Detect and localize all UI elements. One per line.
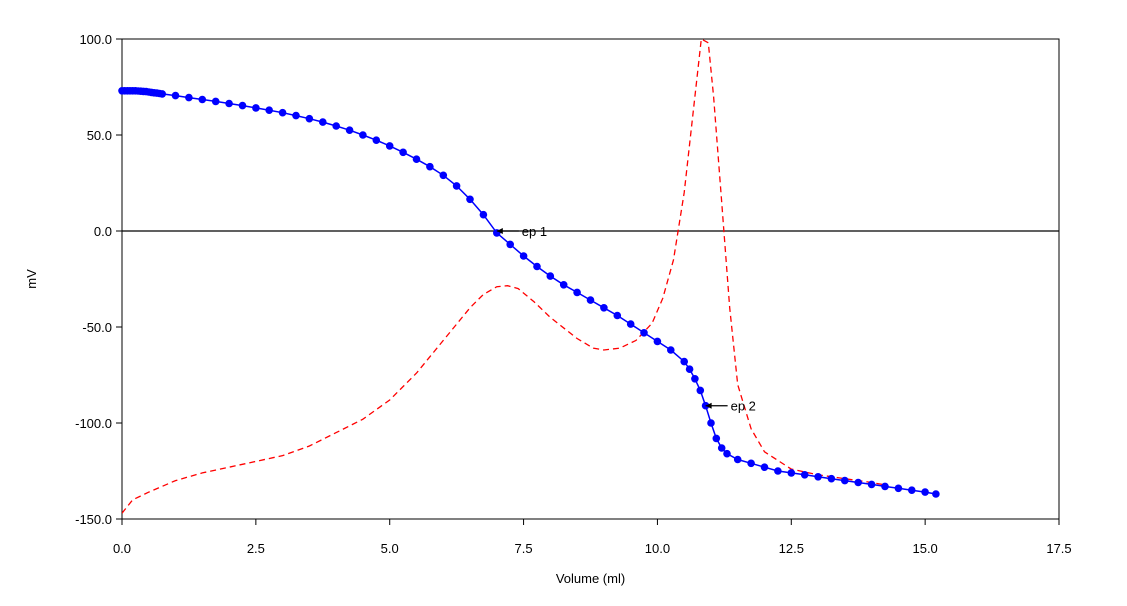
data-point <box>479 210 488 219</box>
data-point <box>733 455 742 464</box>
y-axis: 100.0 50.0 0.0 -50.0 -100.0 -150.0 <box>75 32 122 527</box>
data-point <box>546 272 555 280</box>
data-point <box>198 95 207 104</box>
data-point <box>573 288 581 297</box>
data-point <box>774 467 782 475</box>
x-tick-label: 12.5 <box>779 541 804 556</box>
data-point <box>412 155 421 163</box>
data-point <box>814 473 822 481</box>
data-point <box>613 311 622 320</box>
plot-frame <box>121 38 1060 520</box>
data-point <box>385 142 394 150</box>
data-point <box>586 296 595 304</box>
data-point <box>305 114 314 123</box>
x-axis: 0.0 2.5 5.0 7.5 10.0 12.5 15.0 17.5 <box>113 519 1072 556</box>
data-point <box>265 106 274 114</box>
ep-arrow-2 <box>705 402 712 409</box>
data-point <box>696 386 705 395</box>
data-point <box>881 482 889 491</box>
data-point <box>359 131 367 139</box>
data-point <box>640 329 648 337</box>
data-point <box>707 419 715 427</box>
data-point <box>685 365 694 374</box>
ep-label-1: ep 1 <box>522 224 547 239</box>
data-point <box>506 240 514 249</box>
data-point <box>533 262 541 271</box>
x-tick-label: 5.0 <box>381 541 399 556</box>
y-tick-label: -150.0 <box>75 512 112 527</box>
data-point <box>185 93 193 102</box>
data-point <box>691 375 699 383</box>
data-point <box>908 486 916 495</box>
data-point <box>238 101 247 110</box>
x-tick-label: 10.0 <box>645 541 670 556</box>
data-point <box>399 148 407 157</box>
x-axis-label: Volume (ml) <box>556 571 625 586</box>
data-point <box>701 401 710 410</box>
y-tick-label: 50.0 <box>87 128 112 143</box>
data-point <box>292 111 300 120</box>
data-point <box>158 90 166 98</box>
data-point <box>867 480 876 489</box>
x-tick-label: 17.5 <box>1046 541 1071 556</box>
plot-area: ep 1 ep 2 <box>118 37 1060 520</box>
data-point <box>211 97 220 106</box>
data-point <box>717 444 726 452</box>
data-point <box>932 490 940 498</box>
y-tick-label: 100.0 <box>79 32 112 47</box>
data-point <box>372 136 381 144</box>
x-tick-label: 7.5 <box>515 541 533 556</box>
data-point <box>519 252 528 260</box>
ep-arrow-1 <box>496 228 503 234</box>
data-point <box>600 304 608 312</box>
data-point <box>319 118 327 126</box>
x-tick-label: 2.5 <box>247 541 265 556</box>
data-point <box>225 99 233 108</box>
data-point <box>345 126 354 134</box>
x-tick-label: 0.0 <box>113 541 131 556</box>
x-tick-label: 15.0 <box>912 541 937 556</box>
data-point <box>439 171 448 180</box>
data-point <box>760 463 769 472</box>
data-point <box>452 182 461 190</box>
data-point <box>723 449 731 458</box>
data-point <box>653 337 662 346</box>
data-point <box>667 346 675 354</box>
data-point <box>787 469 796 477</box>
data-point <box>827 474 836 483</box>
data-point <box>332 122 341 130</box>
data-point <box>894 484 903 493</box>
y-axis-label: mV <box>24 269 39 289</box>
derivative-curve <box>122 37 883 514</box>
ep-label-2: ep 2 <box>731 399 756 414</box>
data-point <box>800 471 809 479</box>
data-point <box>841 476 849 485</box>
y-tick-label: -100.0 <box>75 416 112 431</box>
y-tick-label: 0.0 <box>94 224 112 239</box>
data-point <box>921 488 929 496</box>
titration-curve <box>122 90 937 495</box>
y-tick-label: -50.0 <box>82 320 112 335</box>
data-point <box>466 195 474 204</box>
data-point <box>426 162 434 171</box>
data-point <box>854 478 862 487</box>
data-point <box>747 459 755 468</box>
data-point <box>680 357 688 366</box>
data-point <box>171 91 180 100</box>
data-point <box>278 108 287 117</box>
data-point <box>712 434 721 443</box>
data-point <box>559 281 568 289</box>
data-point <box>626 320 635 328</box>
data-point <box>252 104 260 112</box>
